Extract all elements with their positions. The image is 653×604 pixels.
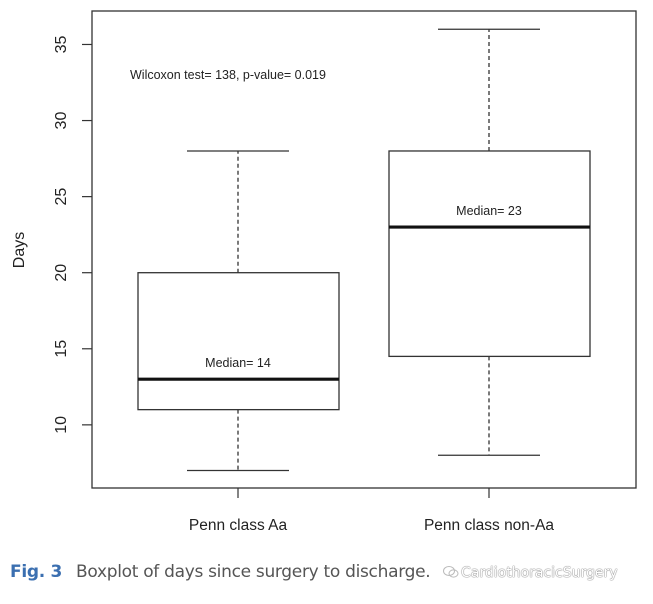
- wilcoxon-annotation: Wilcoxon test= 138, p-value= 0.019: [130, 68, 326, 82]
- boxes: Median= 14 Median= 23: [137, 28, 591, 472]
- wechat-icon: [443, 566, 459, 578]
- watermark-text: CardiothoracicSurgery: [461, 565, 618, 581]
- y-tick-label: 35: [53, 35, 70, 53]
- y-tick-label: 30: [53, 112, 70, 130]
- box-iqr: [137, 272, 340, 411]
- box-iqr: [388, 150, 591, 358]
- median-label: Median= 23: [456, 204, 522, 218]
- y-tick-label: 25: [53, 188, 70, 206]
- figure-label: Fig. 3: [10, 562, 63, 582]
- y-axis-label: Days: [11, 232, 28, 268]
- watermark: CardiothoracicSurgery: [443, 565, 618, 581]
- boxplot-chart: 10 15 20 25 30 35 Penn class Aa Penn class non…: [11, 10, 637, 534]
- x-tick-label: Penn class non-Aa: [424, 517, 554, 534]
- x-tick-label: Penn class Aa: [189, 517, 288, 534]
- figure-caption: Fig. 3 Boxplot of days since surgery to d…: [10, 562, 431, 582]
- caption-text: Boxplot of days since surgery to dischar…: [76, 562, 431, 582]
- x-axis: Penn class Aa Penn class non-Aa: [189, 488, 554, 534]
- plot-frame: [91, 10, 637, 489]
- y-axis: 10 15 20 25 30 35: [53, 35, 92, 434]
- box-group: Median= 14: [137, 150, 340, 472]
- y-tick-label: 15: [53, 340, 70, 358]
- median-label: Median= 14: [205, 356, 271, 370]
- box-group: Median= 23: [388, 28, 591, 456]
- y-tick-label: 10: [53, 416, 70, 434]
- y-tick-label: 20: [53, 264, 70, 282]
